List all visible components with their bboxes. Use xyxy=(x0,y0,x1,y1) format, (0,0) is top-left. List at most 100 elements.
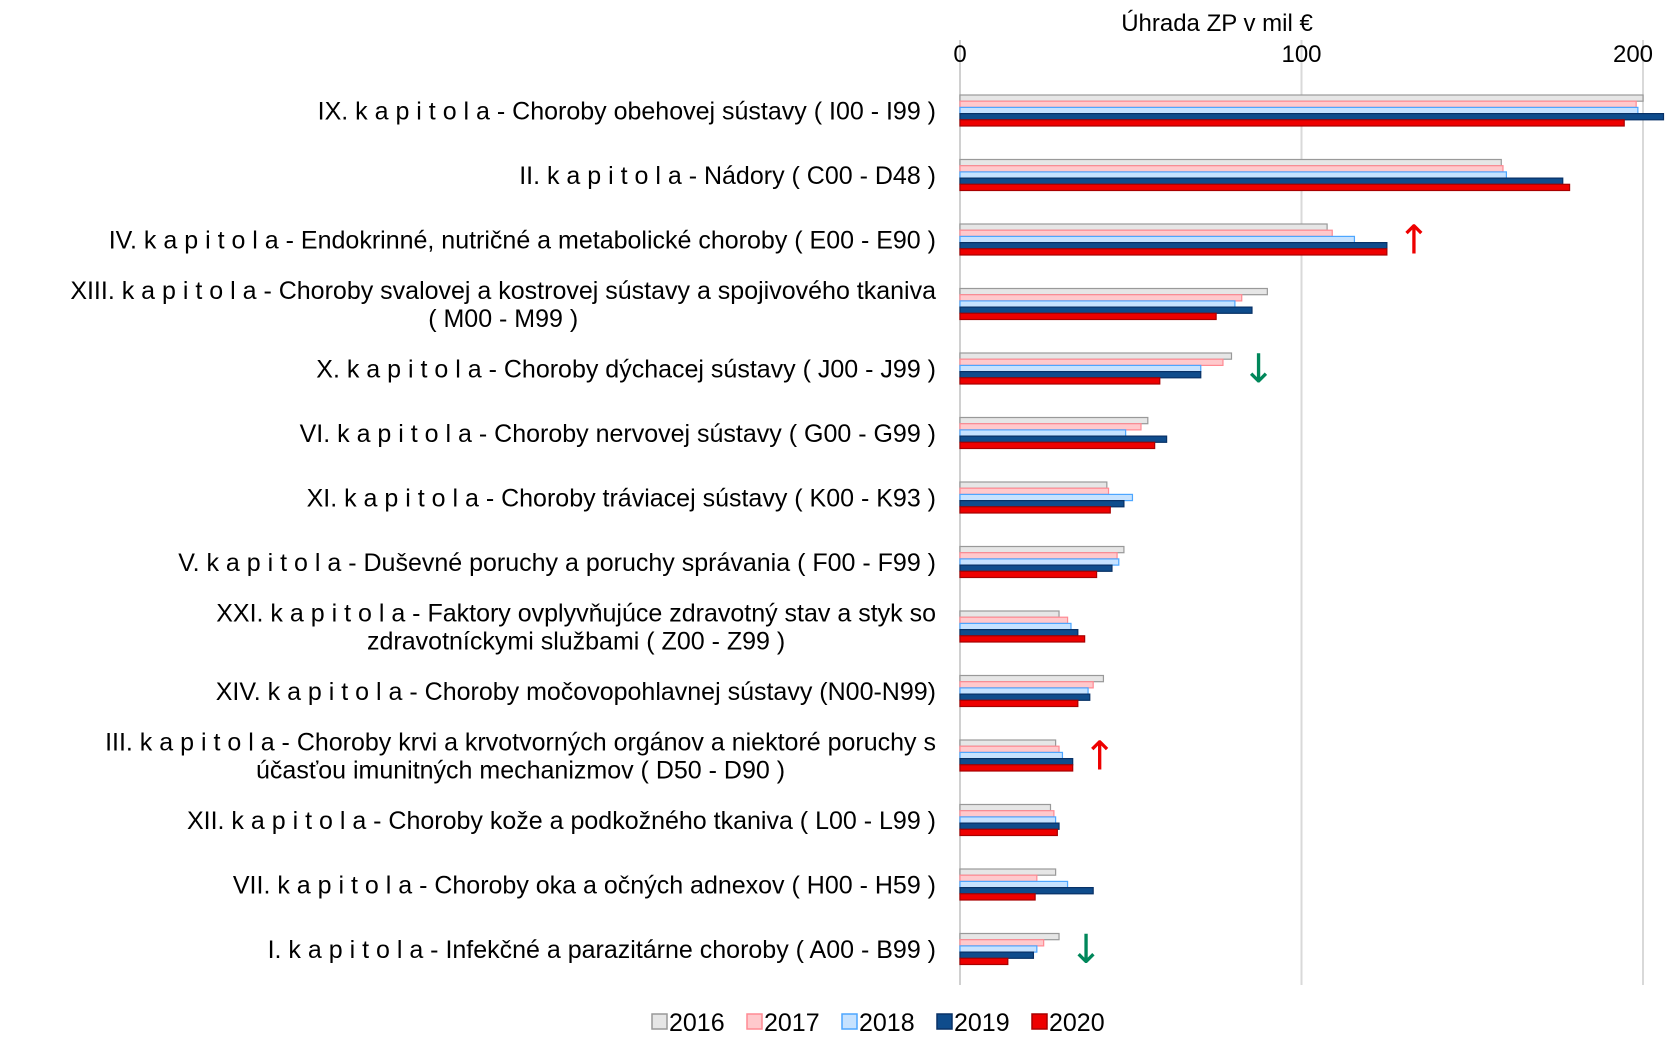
x-axis-title: Úhrada ZP v mil € xyxy=(1121,10,1313,37)
category-label: zdravotníckymi službami ( Z00 - Z99 ) xyxy=(367,628,785,656)
legend-swatch-2019 xyxy=(936,1013,953,1030)
bar-2018 xyxy=(959,945,1038,953)
bar-2020 xyxy=(959,828,1058,837)
bar-2016 xyxy=(959,158,1502,167)
bar-2020 xyxy=(959,957,1009,966)
category-label: XI. k a p i t o l a - Choroby tráviacej … xyxy=(307,485,936,513)
bar-2016 xyxy=(959,674,1105,683)
bar-2020 xyxy=(959,248,1388,256)
bar-2018 xyxy=(959,429,1127,437)
category-label: XIII. k a p i t o l a - Choroby svalovej… xyxy=(70,277,936,305)
legend-swatch-2017 xyxy=(746,1013,763,1030)
bar-2019 xyxy=(959,886,1094,895)
bar-2019 xyxy=(959,822,1060,830)
category-label: V. k a p i t o l a - Duševné poruchy a p… xyxy=(178,549,936,577)
bar-2020 xyxy=(959,119,1625,127)
bar-2016 xyxy=(959,352,1233,360)
legend-swatch-2020 xyxy=(1031,1013,1048,1030)
bar-2016 xyxy=(959,287,1268,296)
trend-arrow: ↓ xyxy=(1242,347,1276,393)
legend-label: 2018 xyxy=(859,1009,915,1037)
bar-2020 xyxy=(959,441,1156,450)
bar-2019 xyxy=(959,112,1665,121)
trend-arrow: ↓ xyxy=(1069,927,1103,973)
category-label: I. k a p i t o l a - Infekčné a parazitá… xyxy=(268,936,936,964)
bar-2019 xyxy=(959,564,1113,572)
bar-2016 xyxy=(959,545,1125,554)
category-label: účasťou imunitných mechanizmov ( D50 - D… xyxy=(256,757,785,785)
category-label: VI. k a p i t o l a - Choroby nervovej s… xyxy=(300,420,936,448)
category-labels: IX. k a p i t o l a - Choroby obehovej s… xyxy=(70,98,936,965)
bar-2016 xyxy=(959,739,1057,747)
bar-2016 xyxy=(959,610,1060,618)
category-label: IX. k a p i t o l a - Choroby obehovej s… xyxy=(318,98,936,126)
bar-2020 xyxy=(959,377,1161,385)
bar-2018 xyxy=(959,751,1064,760)
bar-2016 xyxy=(959,94,1644,102)
bar-2018 xyxy=(959,171,1508,179)
bar-2017 xyxy=(959,487,1110,496)
bar-2016 xyxy=(959,416,1149,425)
bar-2020 xyxy=(959,570,1098,579)
bar-2018 xyxy=(959,364,1202,373)
bar-2019 xyxy=(959,628,1079,637)
bar-2018 xyxy=(959,880,1069,889)
x-tick-label: 200 xyxy=(1613,41,1653,68)
bar-2017 xyxy=(959,294,1243,302)
bar-2018 xyxy=(959,558,1120,566)
category-label: VII. k a p i t o l a - Choroby oka a očn… xyxy=(233,872,936,900)
legend-label: 2020 xyxy=(1049,1009,1105,1037)
legend-label: 2016 xyxy=(669,1009,725,1037)
legend-label: 2017 xyxy=(764,1009,820,1037)
bar-2019 xyxy=(959,693,1091,701)
category-label: ( M00 - M99 ) xyxy=(428,305,578,333)
bar-2019 xyxy=(959,242,1388,250)
bar-2020 xyxy=(959,312,1217,321)
x-axis-ticks: 0 100 200 xyxy=(953,41,1653,68)
bar-2018 xyxy=(959,622,1072,631)
bar-2017 xyxy=(959,810,1055,818)
bar-2019 xyxy=(959,500,1125,508)
bar-2018 xyxy=(959,493,1134,502)
bar-2016 xyxy=(959,803,1052,812)
category-label: XII. k a p i t o l a - Choroby kože a po… xyxy=(187,807,936,835)
category-label: IV. k a p i t o l a - Endokrinné, nutrič… xyxy=(109,227,936,255)
bar-2020 xyxy=(959,506,1111,514)
bar-2019 xyxy=(959,757,1074,766)
trend-annotations: ↑ ↓ ↑ ↓ xyxy=(1069,218,1430,974)
legend-swatch-2016 xyxy=(651,1013,668,1030)
category-label: XXI. k a p i t o l a - Faktory ovplyvňuj… xyxy=(216,600,936,628)
category-label: XIV. k a p i t o l a - Choroby močovopoh… xyxy=(216,678,936,706)
bar-2020 xyxy=(959,183,1571,192)
bar-2016 xyxy=(959,932,1060,941)
category-label: III. k a p i t o l a - Choroby krvi a kr… xyxy=(105,729,936,757)
bar-2018 xyxy=(959,687,1089,695)
bar-2017 xyxy=(959,552,1118,560)
bar-2017 xyxy=(959,681,1094,689)
bar-2019 xyxy=(959,951,1035,959)
bars xyxy=(959,94,1665,966)
legend-label: 2019 xyxy=(954,1009,1010,1037)
category-label: X. k a p i t o l a - Choroby dýchacej sú… xyxy=(316,356,936,384)
bar-2017 xyxy=(959,229,1333,237)
bar-2016 xyxy=(959,868,1057,876)
trend-arrow: ↑ xyxy=(1083,734,1117,780)
bar-2019 xyxy=(959,435,1168,443)
bar-2017 xyxy=(959,616,1069,625)
bar-2019 xyxy=(959,306,1253,314)
bar-2016 xyxy=(959,481,1108,489)
bar-2018 xyxy=(959,300,1236,308)
bar-2020 xyxy=(959,764,1074,772)
bar-2020 xyxy=(959,635,1086,643)
legend-swatch-2018 xyxy=(841,1013,858,1030)
bar-2018 xyxy=(959,235,1356,244)
bar-2017 xyxy=(959,423,1142,431)
bar-2018 xyxy=(959,816,1057,824)
trend-arrow: ↑ xyxy=(1397,218,1431,264)
bar-2018 xyxy=(959,106,1639,115)
bar-2019 xyxy=(959,371,1202,379)
bar-2020 xyxy=(959,893,1036,901)
x-tick-label: 100 xyxy=(1281,41,1321,68)
legend: 2016 2017 2018 2019 2020 xyxy=(651,1009,1105,1037)
bar-2020 xyxy=(959,699,1079,708)
